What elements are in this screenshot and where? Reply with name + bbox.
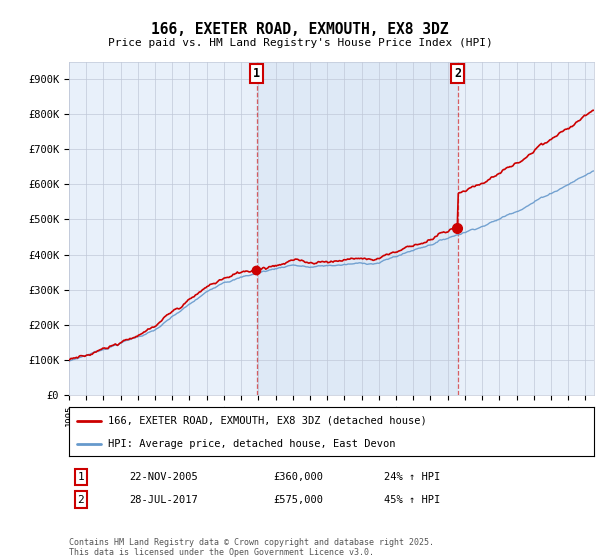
Text: 166, EXETER ROAD, EXMOUTH, EX8 3DZ (detached house): 166, EXETER ROAD, EXMOUTH, EX8 3DZ (deta… [109,416,427,426]
Text: 1: 1 [77,472,85,482]
Text: HPI: Average price, detached house, East Devon: HPI: Average price, detached house, East… [109,439,396,449]
Text: 24% ↑ HPI: 24% ↑ HPI [384,472,440,482]
Text: 2: 2 [77,494,85,505]
Text: 45% ↑ HPI: 45% ↑ HPI [384,494,440,505]
Text: 166, EXETER ROAD, EXMOUTH, EX8 3DZ: 166, EXETER ROAD, EXMOUTH, EX8 3DZ [151,22,449,38]
Text: Contains HM Land Registry data © Crown copyright and database right 2025.
This d: Contains HM Land Registry data © Crown c… [69,538,434,557]
Text: £575,000: £575,000 [273,494,323,505]
Text: 1: 1 [253,67,260,80]
Text: 28-JUL-2017: 28-JUL-2017 [129,494,198,505]
Bar [257,62,457,395]
Text: 22-NOV-2005: 22-NOV-2005 [129,472,198,482]
Text: 2: 2 [454,67,461,80]
Text: Price paid vs. HM Land Registry's House Price Index (HPI): Price paid vs. HM Land Registry's House … [107,38,493,48]
Text: £360,000: £360,000 [273,472,323,482]
